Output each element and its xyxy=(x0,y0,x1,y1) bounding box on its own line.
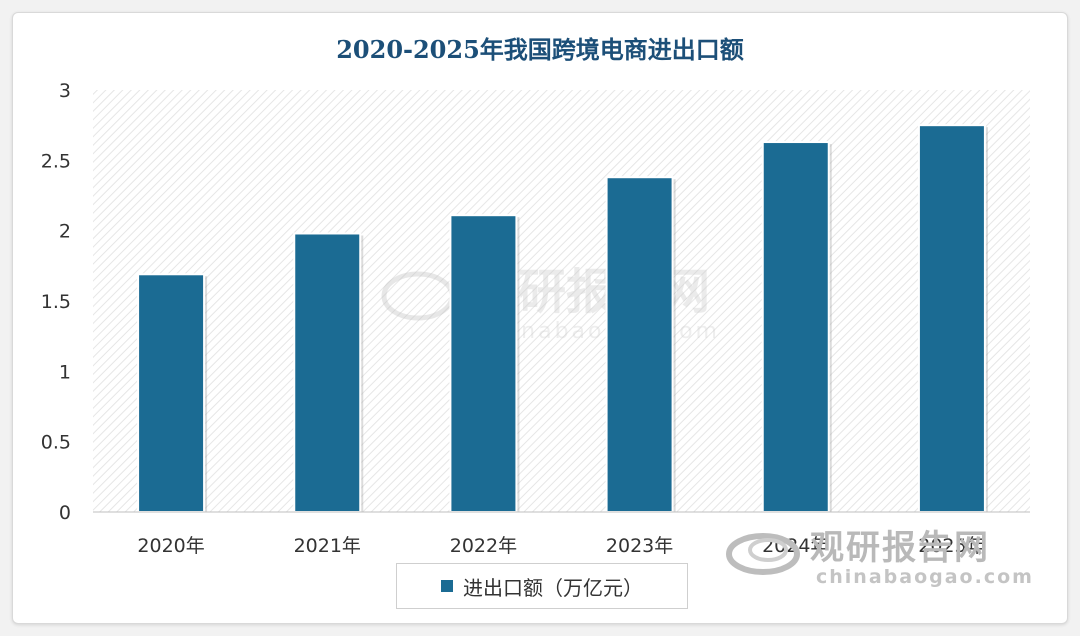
chart-title: 2020-2025年我国跨境电商进出口额 xyxy=(336,35,744,64)
watermark-logo: 观研报告网 chinabaogao.com xyxy=(724,520,1044,600)
plot-area-background xyxy=(93,90,1030,512)
watermark-swirl-icon xyxy=(726,533,800,575)
bar xyxy=(917,124,986,514)
bar xyxy=(137,273,206,514)
legend-label: 进出口额（万亿元） xyxy=(463,575,643,600)
y-tick-label: 0.5 xyxy=(41,432,71,454)
legend-swatch xyxy=(441,580,453,592)
watermark-brand: 观研报告网 xyxy=(810,528,990,568)
x-tick-label: 2020年 xyxy=(137,535,204,557)
bar xyxy=(761,141,830,513)
bar xyxy=(449,214,518,513)
y-tick-label: 2.5 xyxy=(41,150,71,172)
bar xyxy=(605,176,674,513)
y-tick-label: 0 xyxy=(59,502,71,524)
bar xyxy=(293,232,362,513)
y-tick-label: 1.5 xyxy=(41,291,71,313)
x-tick-label: 2022年 xyxy=(450,535,517,557)
center-watermark-url: chinabaogao.com xyxy=(480,319,720,344)
y-tick-label: 1 xyxy=(59,361,71,383)
x-tick-label: 2023年 xyxy=(606,535,673,557)
chart-legend: 进出口额（万亿元） xyxy=(396,563,688,609)
y-tick-label: 3 xyxy=(59,80,71,102)
watermark-url: chinabaogao.com xyxy=(816,566,1034,588)
x-tick-label: 2025年 xyxy=(918,535,985,557)
x-tick-label: 2021年 xyxy=(294,535,361,557)
y-tick-label: 2 xyxy=(59,221,71,243)
